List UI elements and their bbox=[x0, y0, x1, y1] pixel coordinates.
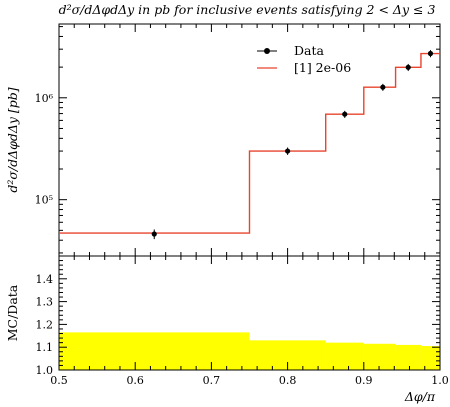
ratio-band-bin bbox=[363, 343, 396, 370]
chart-title: d²σ/dΔφdΔy in pb for inclusive events sa… bbox=[59, 2, 436, 17]
ratio-y-tick-label: 1.0 bbox=[36, 364, 54, 377]
ratio-y-tick-label: 1.1 bbox=[36, 341, 54, 354]
ratio-band-bin bbox=[395, 344, 421, 370]
x-tick-label: 0.7 bbox=[203, 374, 221, 387]
ratio-band-bin bbox=[59, 332, 250, 370]
x-tick-label: 0.9 bbox=[355, 374, 373, 387]
ratio-band-bin bbox=[420, 346, 440, 370]
ratio-y-tick-label: 1.4 bbox=[36, 273, 54, 286]
legend-data-label: Data bbox=[294, 43, 324, 58]
x-tick-label: 0.6 bbox=[126, 374, 144, 387]
y-axis-label: d²σ/dΔφdΔy [pb] bbox=[5, 87, 20, 192]
x-tick-label: 0.8 bbox=[279, 374, 297, 387]
main-y-tick-label: 10⁶ bbox=[35, 92, 54, 105]
ratio-band-bin bbox=[325, 342, 364, 370]
ratio-band bbox=[59, 332, 440, 370]
legend-mc-label: [1] 2e-06 bbox=[294, 60, 351, 75]
x-tick-label: 0.5 bbox=[50, 374, 68, 387]
data-point bbox=[342, 111, 348, 117]
main-y-ticks: 10⁵ 10⁶ bbox=[35, 26, 440, 254]
mc-step-line bbox=[59, 52, 440, 234]
ratio-plot-panel: 1.0 1.1 1.2 1.3 1.4 0.5 0.6 0.7 0.8 0.9 1.0 MC/Da… bbox=[5, 255, 449, 404]
main-x-ticks bbox=[58, 24, 441, 256]
data-point bbox=[151, 231, 157, 237]
ratio-plot-frame bbox=[58, 255, 441, 371]
main-plot-panel: 10⁵ 10⁶ d²σ/dΔφdΔy [pb] Data [1] 2e-06 bbox=[5, 23, 441, 257]
data-point bbox=[427, 50, 434, 57]
x-tick-label: 1.0 bbox=[431, 374, 449, 387]
legend: Data [1] 2e-06 bbox=[257, 43, 351, 75]
ratio-y-tick-label: 1.2 bbox=[36, 318, 54, 331]
ratio-y-ticks: 1.0 1.1 1.2 1.3 1.4 bbox=[36, 255, 440, 377]
ratio-y-tick-label: 1.3 bbox=[36, 296, 54, 309]
ratio-y-axis-label: MC/Data bbox=[5, 284, 20, 341]
data-point bbox=[285, 148, 291, 154]
data-point bbox=[405, 64, 411, 70]
main-y-tick-label: 10⁵ bbox=[35, 194, 53, 207]
x-axis-label: Δφ/π bbox=[404, 389, 436, 404]
main-plot-marks bbox=[59, 50, 440, 240]
ratio-x-ticks: 0.5 0.6 0.7 0.8 0.9 1.0 bbox=[50, 256, 449, 387]
data-point bbox=[380, 84, 386, 90]
legend-data-marker bbox=[264, 48, 270, 54]
